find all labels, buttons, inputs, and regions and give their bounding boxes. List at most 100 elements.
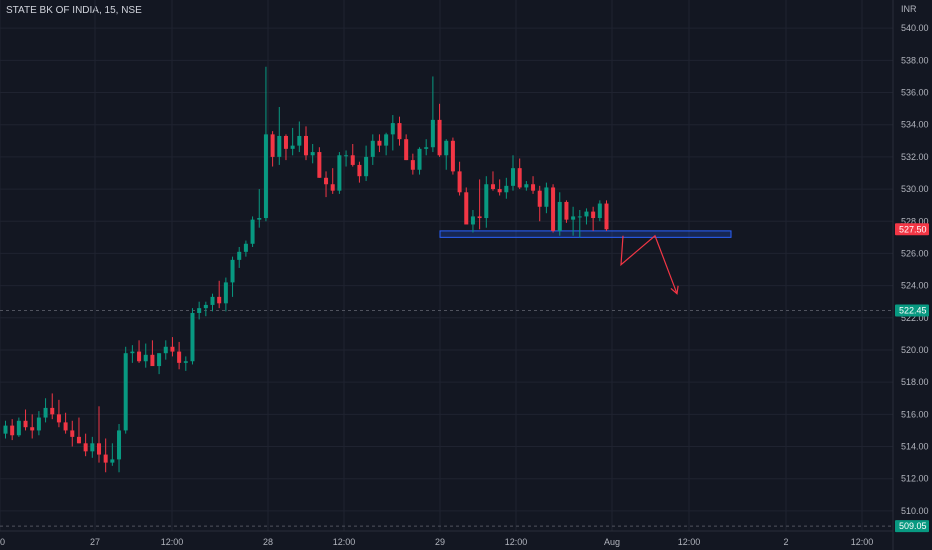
candle-body: [430, 119, 435, 148]
x-tick-label: 12:00: [333, 537, 356, 547]
candle-body: [183, 361, 188, 363]
candle-body: [16, 420, 21, 436]
candle-body: [390, 123, 395, 135]
candle-body: [604, 203, 609, 230]
projection-arrow: [620, 234, 678, 294]
candle-body: [297, 135, 302, 146]
x-tick-label: 12:00: [678, 537, 701, 547]
candle-body: [417, 148, 422, 170]
candle-body: [324, 177, 329, 185]
x-tick-label: 29: [435, 537, 445, 547]
candle-body: [23, 420, 28, 428]
y-tick-label: 538.00: [901, 55, 929, 65]
candle-body: [96, 443, 101, 455]
candle-body: [150, 354, 155, 367]
prev-close-tag-bg: [895, 304, 929, 317]
candle-body: [477, 216, 482, 219]
chart-title: STATE BK OF INDIA, 15, NSE: [6, 5, 142, 16]
candle-body: [43, 407, 48, 418]
candle-body: [464, 192, 469, 225]
candle-body: [357, 164, 362, 177]
x-tick-label: 2: [783, 537, 788, 547]
candle-body: [571, 216, 576, 220]
candle-body: [410, 160, 415, 170]
candle-body: [70, 430, 75, 437]
support-zone: [439, 230, 732, 238]
low-marker-tag: 509.05: [899, 521, 927, 531]
candle-body: [110, 459, 115, 463]
candle-body: [117, 430, 122, 460]
candle-body: [424, 147, 429, 149]
last-price-tag: 527.50: [899, 224, 927, 234]
candle-body: [437, 119, 442, 156]
candle-body: [243, 243, 248, 252]
y-tick-label: 530.00: [901, 184, 929, 194]
candle-body: [344, 155, 349, 157]
candle-body: [404, 139, 409, 161]
candle-body: [30, 427, 35, 431]
candle-body: [237, 251, 242, 260]
candle-body: [377, 140, 382, 146]
candle-body: [591, 211, 596, 219]
y-tick-label: 524.00: [901, 281, 929, 291]
candle-body: [157, 353, 162, 367]
candle-body: [350, 155, 355, 165]
x-tick-label: 28: [263, 537, 273, 547]
candle-body: [557, 201, 562, 231]
candle-body: [83, 443, 88, 452]
candle-body: [537, 190, 542, 207]
last-price-tag-bg: [895, 223, 929, 236]
candle-body: [63, 422, 68, 431]
candle-body: [270, 134, 275, 157]
y-tick-label: 528.00: [901, 216, 929, 226]
candle-body: [517, 168, 522, 188]
candle-body: [337, 155, 342, 191]
candle-body: [584, 211, 589, 217]
candle-body: [217, 296, 222, 304]
low-marker-tag-bg: [895, 520, 929, 533]
candle-body: [544, 187, 549, 207]
y-tick-label: 512.00: [901, 474, 929, 484]
candle-body: [257, 218, 262, 220]
candle-body: [303, 135, 309, 156]
candle-body: [277, 135, 282, 157]
candle-body: [457, 171, 462, 193]
candle-body: [143, 354, 148, 362]
candle-body: [524, 184, 529, 188]
candle-body: [197, 308, 202, 313]
candle-body: [310, 152, 315, 156]
projection-arrowhead: [670, 285, 679, 295]
x-tick-label: 12:00: [505, 537, 528, 547]
y-tick-label: 534.00: [901, 120, 929, 130]
y-tick-label: 536.00: [901, 88, 929, 98]
candle-body: [330, 184, 335, 191]
x-tick-label: 27: [90, 537, 100, 547]
candle-body: [130, 351, 135, 354]
candle-body: [531, 184, 536, 191]
candle-body: [90, 443, 95, 452]
candle-body: [103, 454, 108, 463]
candle-body: [56, 414, 61, 423]
y-tick-label: 516.00: [901, 409, 929, 419]
candle-body: [564, 201, 569, 220]
y-tick-label: 522.00: [901, 313, 929, 323]
y-tick-label: 514.00: [901, 442, 929, 452]
candle-body: [444, 140, 449, 156]
candle-body: [470, 216, 475, 225]
y-tick-label: 518.00: [901, 377, 929, 387]
x-tick-label: 12:00: [161, 537, 184, 547]
y-tick-label: 540.00: [901, 23, 929, 33]
candle-body: [163, 346, 168, 354]
candle-body: [497, 189, 502, 193]
candle-body: [504, 185, 509, 193]
y-tick-label: 520.00: [901, 345, 929, 355]
y-tick-label: 510.00: [901, 506, 929, 516]
candle-body: [137, 351, 142, 362]
candle-body: [177, 351, 182, 363]
candle-body: [190, 312, 195, 362]
candle-body: [384, 134, 389, 146]
candle-body: [511, 168, 516, 186]
x-tick-label: 00: [0, 537, 5, 547]
currency-label: INR: [901, 4, 917, 14]
